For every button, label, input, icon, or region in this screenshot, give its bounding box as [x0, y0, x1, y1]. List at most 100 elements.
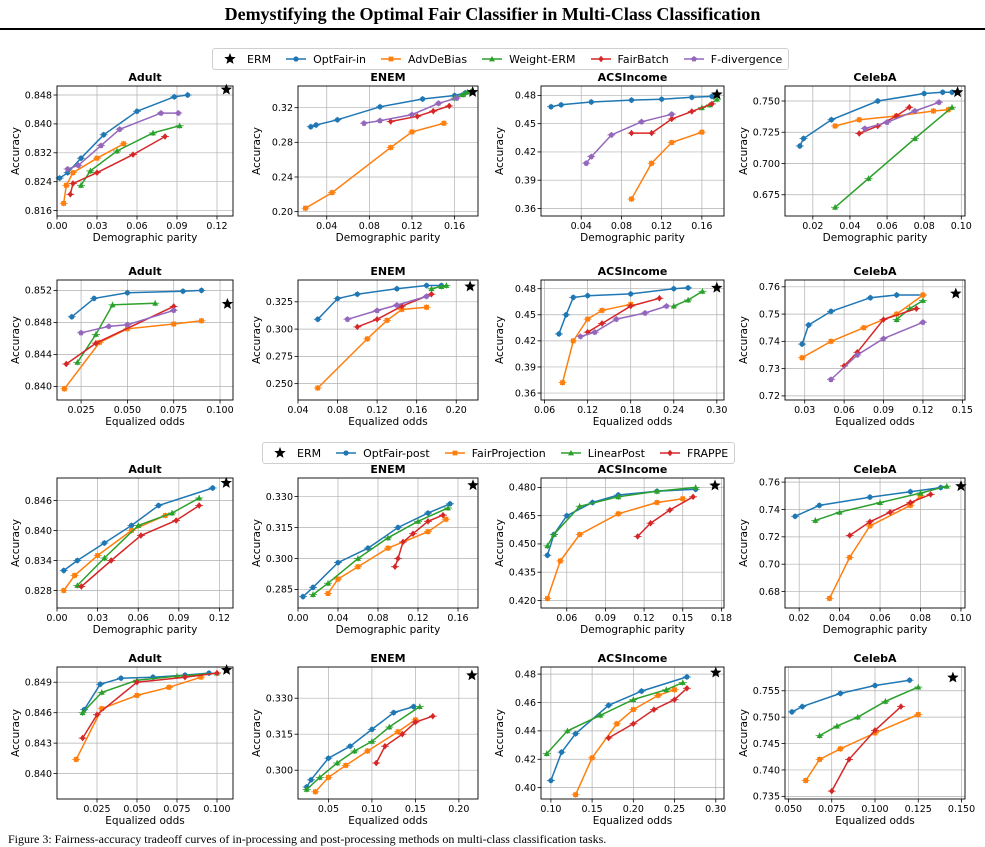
- series-f-divergence: [63, 110, 183, 173]
- data-point: [109, 301, 116, 308]
- series-advdebias: [301, 120, 448, 212]
- data-point: [927, 491, 934, 498]
- data-point: [384, 317, 390, 323]
- data-point: [377, 104, 383, 110]
- plot-area: [57, 667, 233, 799]
- legend-marker: [274, 447, 286, 458]
- data-point: [841, 362, 847, 370]
- panel-title: CelebA: [853, 652, 897, 665]
- y-tick-label: 0.840: [25, 769, 52, 780]
- series-frappe: [604, 685, 691, 742]
- chart-panel-13: 0.025 0.050 0.075 0.100 0.840 0.843 0.846 0.849…: [10, 652, 234, 827]
- legend-marker: [489, 56, 496, 62]
- data-point: [577, 532, 583, 537]
- data-point: [445, 504, 451, 511]
- series-f-divergence: [343, 293, 431, 323]
- series-optfair-in: [67, 287, 206, 320]
- data-point: [597, 712, 604, 718]
- legend-label: FairProjection: [471, 446, 546, 460]
- data-point: [94, 169, 100, 176]
- series-line: [587, 297, 660, 333]
- data-point: [545, 596, 550, 601]
- y-tick-label: 0.848: [25, 90, 52, 101]
- x-tick-label: 0.08: [359, 221, 380, 232]
- data-point: [563, 312, 569, 318]
- x-tick-label: 0.050: [123, 804, 150, 815]
- data-point: [668, 111, 675, 117]
- data-point: [894, 292, 900, 298]
- data-point: [847, 554, 853, 560]
- x-tick-label: 0.12: [912, 405, 933, 416]
- data-point: [557, 558, 563, 564]
- data-point: [210, 485, 216, 491]
- chart-panel-1: 0.00 0.03 0.06 0.09 0.12 0.816 0.824 0.832 0.840…: [10, 71, 234, 244]
- x-tick-label: 0.04: [829, 613, 850, 624]
- data-point: [412, 719, 419, 726]
- data-point: [198, 674, 204, 680]
- data-point: [176, 122, 183, 129]
- data-point: [180, 288, 186, 294]
- data-point: [670, 303, 677, 309]
- data-point: [79, 734, 86, 742]
- data-point: [920, 319, 926, 325]
- data-point: [78, 182, 84, 188]
- panel-title: Adult: [128, 652, 161, 665]
- legend-marker: [293, 56, 299, 62]
- panel-title: CelebA: [853, 71, 897, 84]
- data-point: [828, 338, 834, 344]
- legend-label: LinearPost: [587, 446, 645, 460]
- chart-panel-4: 0.02 0.04 0.06 0.08 0.10 0.675 0.700 0.725 0.750…: [738, 71, 972, 244]
- y-axis-label: Accuracy: [251, 127, 263, 175]
- data-point: [325, 755, 332, 761]
- data-point: [856, 117, 862, 123]
- x-tick-label: 0.12: [401, 221, 422, 232]
- data-point: [300, 594, 306, 600]
- data-point: [628, 129, 635, 137]
- data-point: [78, 155, 84, 161]
- series-f-divergence: [860, 99, 944, 132]
- data-point: [395, 729, 401, 735]
- plot-frame: [784, 85, 966, 217]
- data-point: [410, 530, 416, 537]
- data-point: [692, 484, 699, 490]
- data-point: [846, 532, 853, 539]
- plot-area: [785, 280, 965, 400]
- data-point: [429, 713, 436, 720]
- data-point: [577, 333, 584, 339]
- data-point: [214, 669, 220, 677]
- chart-panel-12: 0.02 0.04 0.06 0.08 0.10 0.68 0.70 0.72 0.74 0.76…: [738, 463, 972, 636]
- data-point: [659, 96, 665, 102]
- chart-panel-8: 0.03 0.06 0.09 0.12 0.15 0.72 0.73 0.74 0.75 0.76…: [738, 265, 973, 428]
- data-point: [315, 316, 321, 322]
- x-tick-label: 0.12: [206, 221, 227, 232]
- data-point: [573, 792, 579, 798]
- data-point: [134, 108, 140, 114]
- x-tick-label: 0.12: [367, 405, 388, 416]
- data-point: [101, 540, 107, 546]
- erm-point: [950, 287, 962, 299]
- data-point: [423, 293, 430, 299]
- data-point: [64, 166, 71, 172]
- x-axis-label: Equalized odds: [105, 815, 184, 827]
- data-point: [898, 703, 904, 710]
- y-axis-label: Accuracy: [251, 519, 263, 567]
- data-point: [832, 204, 839, 210]
- data-point: [558, 102, 564, 108]
- data-point: [170, 307, 177, 313]
- y-tick-label: 0.36: [515, 388, 536, 399]
- data-point: [62, 386, 67, 392]
- data-point: [394, 286, 400, 292]
- data-point: [365, 545, 371, 551]
- x-tick-label: 0.04: [327, 613, 348, 624]
- data-point: [70, 170, 76, 176]
- legend-marker: [388, 56, 394, 62]
- data-point: [634, 533, 641, 540]
- data-point: [872, 727, 878, 734]
- y-axis-label: Accuracy: [10, 316, 22, 364]
- data-point: [423, 282, 430, 289]
- series-line: [63, 487, 213, 572]
- data-point: [97, 340, 103, 345]
- data-point: [438, 283, 445, 289]
- data-point: [880, 316, 887, 323]
- data-point: [414, 113, 421, 120]
